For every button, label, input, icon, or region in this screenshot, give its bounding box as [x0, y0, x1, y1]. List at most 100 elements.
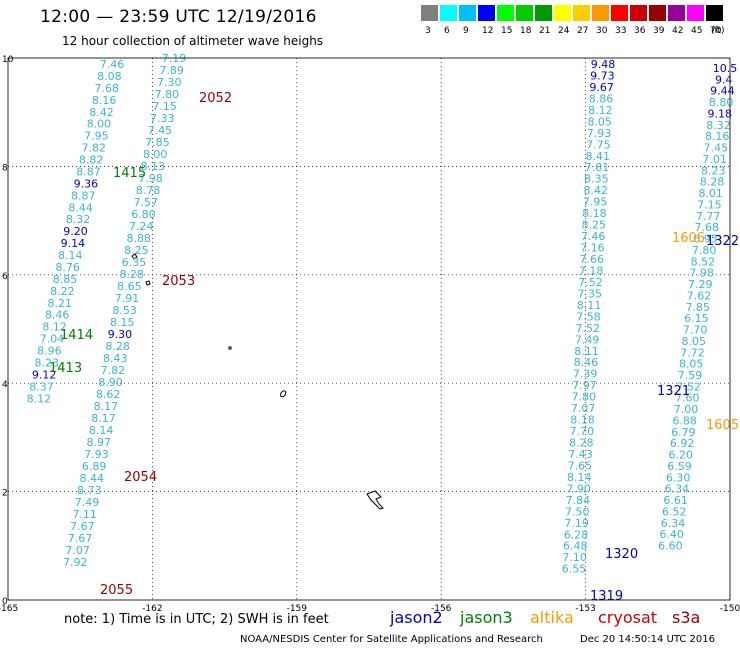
- scale-label: 12: [482, 26, 494, 36]
- wave-height-value: 6.55: [562, 563, 587, 576]
- map-frame: [7, 57, 731, 601]
- wave-height-value: 7.50: [565, 505, 590, 518]
- wave-height-value: 8.76: [55, 261, 80, 274]
- scale-unit: (ft): [711, 26, 725, 36]
- wave-height-value: 8.43: [103, 352, 128, 365]
- wave-height-value: 8.35: [584, 173, 609, 186]
- wave-height-value: 7.85: [685, 301, 710, 314]
- wave-height-value: 7.95: [583, 196, 608, 209]
- wave-height-value: 7.57: [134, 196, 159, 209]
- wave-height-value: 8.46: [574, 356, 599, 369]
- pass-time-label: 2055: [100, 583, 133, 598]
- wave-height-value: 8.73: [77, 484, 102, 497]
- wave-height-value: 9.48: [591, 58, 616, 71]
- legend-jason2: jason2: [390, 608, 443, 627]
- wave-height-value: 7.45: [704, 142, 729, 155]
- pass-time-label: 1320: [605, 547, 638, 562]
- pass-time-label: 2054: [124, 470, 157, 485]
- wave-height-value: 6.61: [663, 494, 688, 507]
- wave-height-value: 7.15: [152, 100, 177, 113]
- wave-height-value: 9.4: [715, 73, 733, 86]
- wave-height-value: 6.30: [666, 471, 691, 484]
- wave-height-value: 9.67: [589, 81, 614, 94]
- wave-height-value: 6.52: [662, 505, 687, 518]
- wave-height-value: 7.45: [148, 124, 173, 137]
- wave-height-value: 8.12: [588, 104, 613, 117]
- scale-label: 36: [634, 26, 646, 36]
- pass-time-label: 2053: [162, 274, 195, 289]
- wave-height-value: 7.67: [68, 532, 93, 545]
- lon-tick-label: -156: [431, 604, 452, 614]
- wave-height-value: 8.87: [76, 165, 101, 178]
- wave-height-value: 6.60: [658, 540, 683, 553]
- legend-jason3: jason3: [460, 608, 513, 627]
- island-outline: [228, 346, 232, 350]
- wave-height-value: 8.32: [66, 213, 91, 226]
- wave-height-value: 8.28: [569, 437, 594, 450]
- wave-height-value: 8.52: [691, 255, 716, 268]
- wave-height-value: 8.15: [110, 316, 135, 329]
- wave-height-value: 8.23: [701, 164, 726, 177]
- wave-height-value: 7.80: [692, 244, 717, 257]
- timestamp: Dec 20 14:50:14 UTC 2016: [580, 634, 715, 645]
- wave-height-value: 7.70: [683, 324, 708, 337]
- wave-height-value: 7.80: [572, 391, 597, 404]
- wave-height-value: 8.05: [679, 358, 704, 371]
- wave-height-value: 7.89: [159, 64, 184, 77]
- scale-label: 9: [463, 26, 469, 36]
- scale-label: 3: [425, 26, 431, 36]
- pass-time-label: 1415: [113, 166, 146, 181]
- wave-height-value: 7.62: [687, 289, 712, 302]
- wave-height-value: 7.52: [578, 276, 603, 289]
- wave-height-value: 6.79: [671, 426, 696, 439]
- scale-swatch: [421, 5, 438, 21]
- wave-height-value: 8.16: [705, 130, 730, 143]
- wave-height-value: 7.58: [576, 310, 601, 323]
- scale-label: 6: [444, 26, 450, 36]
- island-outline: [280, 390, 287, 398]
- pass-time-label: 1319: [590, 589, 623, 604]
- wave-height-value: 7.01: [702, 153, 727, 166]
- wave-height-value: 6.34: [665, 483, 690, 496]
- wave-height-value: 7.49: [75, 496, 100, 509]
- wave-height-value: 8.44: [68, 201, 93, 214]
- scale-swatch: [459, 5, 476, 21]
- wave-height-value: 8.28: [700, 176, 725, 189]
- wave-height-value: 8.53: [112, 304, 137, 317]
- scale-swatch: [630, 5, 647, 21]
- wave-height-value: 8.14: [567, 471, 592, 484]
- wave-height-value: 7.10: [562, 551, 587, 564]
- wave-height-value: 8.08: [97, 70, 122, 83]
- wave-height-value: 8.14: [89, 424, 114, 437]
- legend-altika: altika: [530, 608, 574, 627]
- scale-swatch: [649, 5, 666, 21]
- wave-height-value: 8.05: [587, 115, 612, 128]
- wave-height-value: 8.28: [105, 340, 130, 353]
- scale-label: 45: [691, 26, 703, 36]
- pass-time-label: 1413: [49, 361, 82, 376]
- pass-time-label: 1414: [60, 328, 93, 343]
- wave-height-value: 8.82: [79, 154, 104, 167]
- wave-height-value: 7.93: [84, 448, 109, 461]
- wave-height-value: 7.82: [101, 364, 126, 377]
- lat-tick-label: 4: [2, 380, 8, 390]
- pass-time-label: 1605: [706, 418, 739, 433]
- wave-height-value: 7.46: [100, 58, 125, 71]
- wave-height-value: 6.15: [684, 312, 709, 325]
- wave-height-value: 7.81: [585, 161, 610, 174]
- scale-label: 33: [615, 26, 627, 36]
- pass-time-label: 1321: [657, 384, 690, 399]
- wave-height-value: 7.39: [573, 368, 598, 381]
- wave-height-value: 8.42: [583, 184, 608, 197]
- wave-height-value: 9.18: [708, 107, 733, 120]
- wave-height-value: 8.46: [45, 309, 70, 322]
- wave-height-value: 8.05: [682, 335, 707, 348]
- wave-height-value: 6.35: [122, 256, 147, 269]
- lat-tick-label: 6: [2, 272, 8, 282]
- scale-swatch: [668, 5, 685, 21]
- wave-height-value: 7.33: [150, 112, 175, 125]
- wave-height-value: 9.20: [63, 225, 88, 238]
- wave-height-value: 7.68: [95, 82, 120, 95]
- wave-height-value: 7.65: [568, 459, 593, 472]
